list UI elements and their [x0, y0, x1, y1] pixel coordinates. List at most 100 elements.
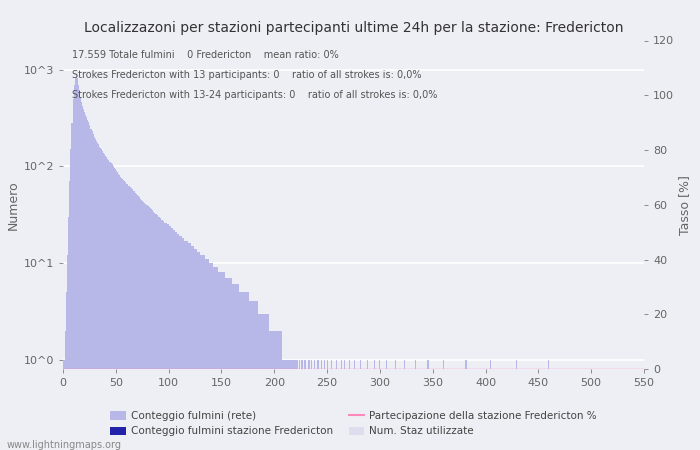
Bar — [548, 360, 549, 450]
Bar — [161, 220, 162, 450]
Bar — [249, 302, 250, 450]
Bar — [379, 360, 380, 450]
Bar — [119, 175, 120, 450]
Bar — [265, 314, 266, 450]
Bar — [144, 202, 146, 450]
Bar — [324, 360, 325, 450]
Bar — [191, 246, 192, 450]
Bar — [218, 272, 219, 450]
Bar — [86, 117, 88, 450]
Bar — [245, 292, 246, 450]
Bar — [106, 157, 107, 450]
Bar — [98, 144, 99, 450]
Bar — [179, 236, 181, 450]
Bar — [230, 278, 231, 450]
Bar — [279, 331, 281, 450]
Bar — [275, 331, 276, 450]
Bar — [199, 252, 200, 450]
Bar — [246, 292, 247, 450]
Bar — [331, 360, 332, 450]
Bar — [237, 284, 239, 450]
Bar — [102, 151, 103, 450]
Bar — [66, 292, 67, 450]
Bar — [135, 193, 136, 450]
Bar — [77, 78, 78, 450]
Bar — [85, 115, 86, 450]
Bar — [274, 331, 275, 450]
Bar — [74, 85, 75, 450]
Bar — [264, 314, 265, 450]
Bar — [121, 178, 122, 450]
Bar — [283, 360, 284, 450]
Bar — [277, 331, 279, 450]
Bar — [288, 360, 289, 450]
Bar — [67, 255, 69, 450]
Bar — [130, 187, 131, 450]
Bar — [243, 292, 244, 450]
Bar — [316, 360, 318, 450]
Bar — [146, 205, 148, 450]
Bar — [198, 252, 200, 450]
Bar — [142, 201, 144, 450]
Bar — [131, 189, 132, 450]
Bar — [252, 302, 253, 450]
Bar — [88, 122, 90, 450]
Bar — [258, 314, 260, 450]
Bar — [136, 194, 137, 450]
Bar — [73, 99, 74, 450]
Bar — [289, 360, 290, 450]
Bar — [82, 106, 83, 450]
Bar — [208, 259, 209, 450]
Bar — [194, 249, 195, 450]
Bar — [192, 246, 193, 450]
Bar — [291, 360, 292, 450]
Bar — [150, 209, 152, 450]
Text: www.lightningmaps.org: www.lightningmaps.org — [7, 440, 122, 450]
Bar — [415, 360, 416, 450]
Bar — [189, 243, 190, 450]
Bar — [100, 148, 101, 450]
Bar — [105, 156, 106, 450]
Bar — [290, 360, 291, 450]
Bar — [294, 360, 295, 450]
Bar — [197, 252, 198, 450]
Bar — [196, 249, 197, 450]
Bar — [99, 147, 100, 450]
Bar — [76, 74, 77, 450]
Bar — [137, 195, 138, 450]
Legend: Conteggio fulmini (rete), Conteggio fulmini stazione Fredericton, Partecipazione: Conteggio fulmini (rete), Conteggio fulm… — [106, 407, 601, 441]
Bar — [181, 236, 183, 450]
Bar — [233, 284, 234, 450]
Bar — [104, 154, 105, 450]
Bar — [83, 109, 84, 450]
Bar — [64, 360, 65, 450]
Bar — [160, 218, 161, 450]
Bar — [210, 263, 211, 450]
Bar — [516, 360, 517, 450]
Bar — [250, 302, 251, 450]
Bar — [172, 228, 173, 450]
Bar — [118, 174, 119, 450]
Bar — [219, 272, 220, 450]
Text: Strokes Fredericton with 13 participants: 0    ratio of all strokes is: 0,0%: Strokes Fredericton with 13 participants… — [71, 70, 421, 80]
Bar — [164, 223, 165, 450]
Bar — [115, 169, 116, 450]
Bar — [69, 181, 71, 450]
Bar — [80, 97, 81, 450]
Bar — [309, 360, 310, 450]
Bar — [360, 360, 361, 450]
Bar — [113, 167, 115, 450]
Bar — [129, 186, 130, 450]
Bar — [305, 360, 306, 450]
Bar — [154, 213, 155, 450]
Bar — [341, 360, 342, 450]
Bar — [225, 278, 227, 450]
Bar — [94, 140, 96, 450]
Bar — [211, 263, 212, 450]
Bar — [327, 360, 328, 450]
Bar — [63, 360, 64, 450]
Bar — [139, 197, 140, 450]
Bar — [174, 230, 175, 450]
Bar — [254, 302, 256, 450]
Bar — [209, 263, 210, 450]
